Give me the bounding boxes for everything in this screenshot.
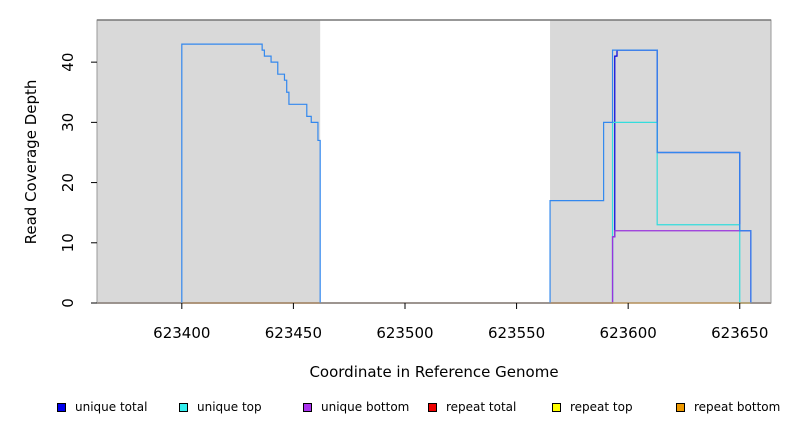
legend-item-unique-bottom: unique bottom — [303, 400, 409, 414]
legend-label: repeat total — [446, 400, 517, 414]
legend-label: unique total — [75, 400, 148, 414]
y-tick-label: 0 — [59, 298, 77, 308]
x-tick-label: 623550 — [488, 324, 545, 342]
legend-label: unique bottom — [321, 400, 410, 414]
x-axis-label: Coordinate in Reference Genome — [309, 363, 558, 381]
y-tick-label: 20 — [59, 173, 77, 192]
x-tick-label: 623500 — [376, 324, 433, 342]
legend-item-unique-total: unique total — [57, 400, 147, 414]
plot-background — [97, 20, 771, 303]
axes: 623400 623450 623500 623550 623600 623650 0 10 2… — [59, 19, 772, 342]
x-tick-label: 623450 — [265, 324, 322, 342]
legend: unique total unique top unique bottom re… — [0, 400, 792, 420]
legend-swatch — [676, 402, 685, 412]
legend-label: repeat bottom — [694, 400, 781, 414]
legend-item-repeat-total: repeat total — [428, 400, 516, 414]
legend-item-repeat-top: repeat top — [552, 400, 633, 414]
legend-swatch — [303, 402, 312, 412]
y-tick-label: 40 — [59, 53, 77, 72]
legend-swatch — [552, 402, 561, 412]
legend-swatch — [179, 402, 188, 412]
legend-item-unique-top: unique top — [179, 400, 262, 414]
legend-label: repeat top — [570, 400, 633, 414]
y-tick-label: 10 — [59, 233, 77, 252]
legend-label: unique top — [197, 400, 262, 414]
legend-swatch — [57, 402, 66, 412]
x-tick-label: 623600 — [600, 324, 657, 342]
series-line — [97, 43, 771, 304]
y-axis-label: Read Coverage Depth — [22, 80, 40, 245]
shaded-region — [550, 20, 771, 303]
shaded-region — [97, 20, 321, 303]
x-tick-label: 623650 — [711, 324, 768, 342]
x-tick-label: 623400 — [153, 324, 210, 342]
legend-swatch — [428, 402, 437, 412]
legend-item-repeat-bottom: repeat bottom — [676, 400, 780, 414]
y-tick-label: 30 — [59, 113, 77, 132]
